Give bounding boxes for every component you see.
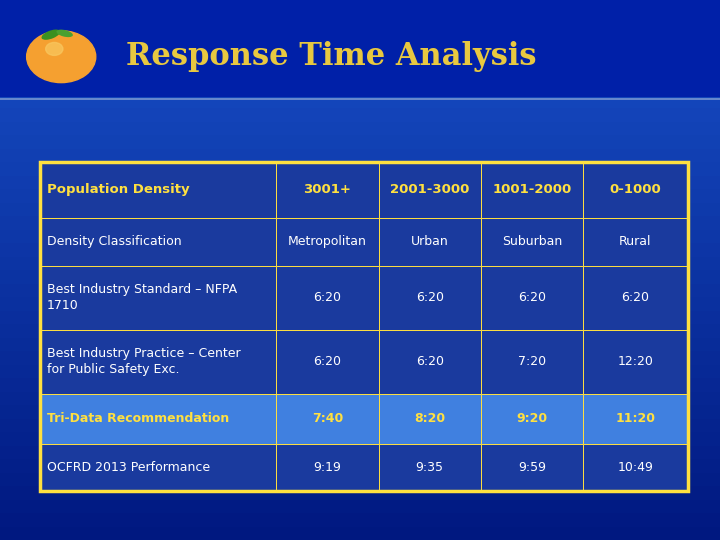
Text: 6:20: 6:20 <box>518 291 546 304</box>
Text: 7:40: 7:40 <box>312 413 343 426</box>
Text: 3001+: 3001+ <box>303 184 351 197</box>
Text: 9:19: 9:19 <box>313 461 341 474</box>
Text: 10:49: 10:49 <box>618 461 653 474</box>
Text: 9:20: 9:20 <box>516 413 548 426</box>
Text: Density Classification: Density Classification <box>47 235 181 248</box>
Text: Rural: Rural <box>619 235 652 248</box>
Text: 6:20: 6:20 <box>313 355 341 368</box>
Text: 6:20: 6:20 <box>621 291 649 304</box>
Text: OCFRD 2013 Performance: OCFRD 2013 Performance <box>47 461 210 474</box>
Text: 9:59: 9:59 <box>518 461 546 474</box>
Text: Urban: Urban <box>411 235 449 248</box>
Text: 0-1000: 0-1000 <box>610 184 661 197</box>
Text: 6:20: 6:20 <box>415 355 444 368</box>
Text: 7:20: 7:20 <box>518 355 546 368</box>
Text: Best Industry Practice – Center
for Public Safety Exc.: Best Industry Practice – Center for Publ… <box>47 347 240 376</box>
Text: Population Density: Population Density <box>47 184 189 197</box>
Text: 11:20: 11:20 <box>616 413 655 426</box>
Text: Metropolitan: Metropolitan <box>288 235 366 248</box>
Text: 8:20: 8:20 <box>414 413 445 426</box>
Text: 6:20: 6:20 <box>415 291 444 304</box>
Text: Best Industry Standard – NFPA
1710: Best Industry Standard – NFPA 1710 <box>47 283 237 312</box>
Text: Response Time Analysis: Response Time Analysis <box>126 41 536 72</box>
Text: 6:20: 6:20 <box>313 291 341 304</box>
Text: 9:35: 9:35 <box>415 461 444 474</box>
Text: 12:20: 12:20 <box>618 355 653 368</box>
Text: Suburban: Suburban <box>502 235 562 248</box>
Text: 2001-3000: 2001-3000 <box>390 184 469 197</box>
Text: Tri-Data Recommendation: Tri-Data Recommendation <box>47 413 229 426</box>
Text: 1001-2000: 1001-2000 <box>492 184 572 197</box>
